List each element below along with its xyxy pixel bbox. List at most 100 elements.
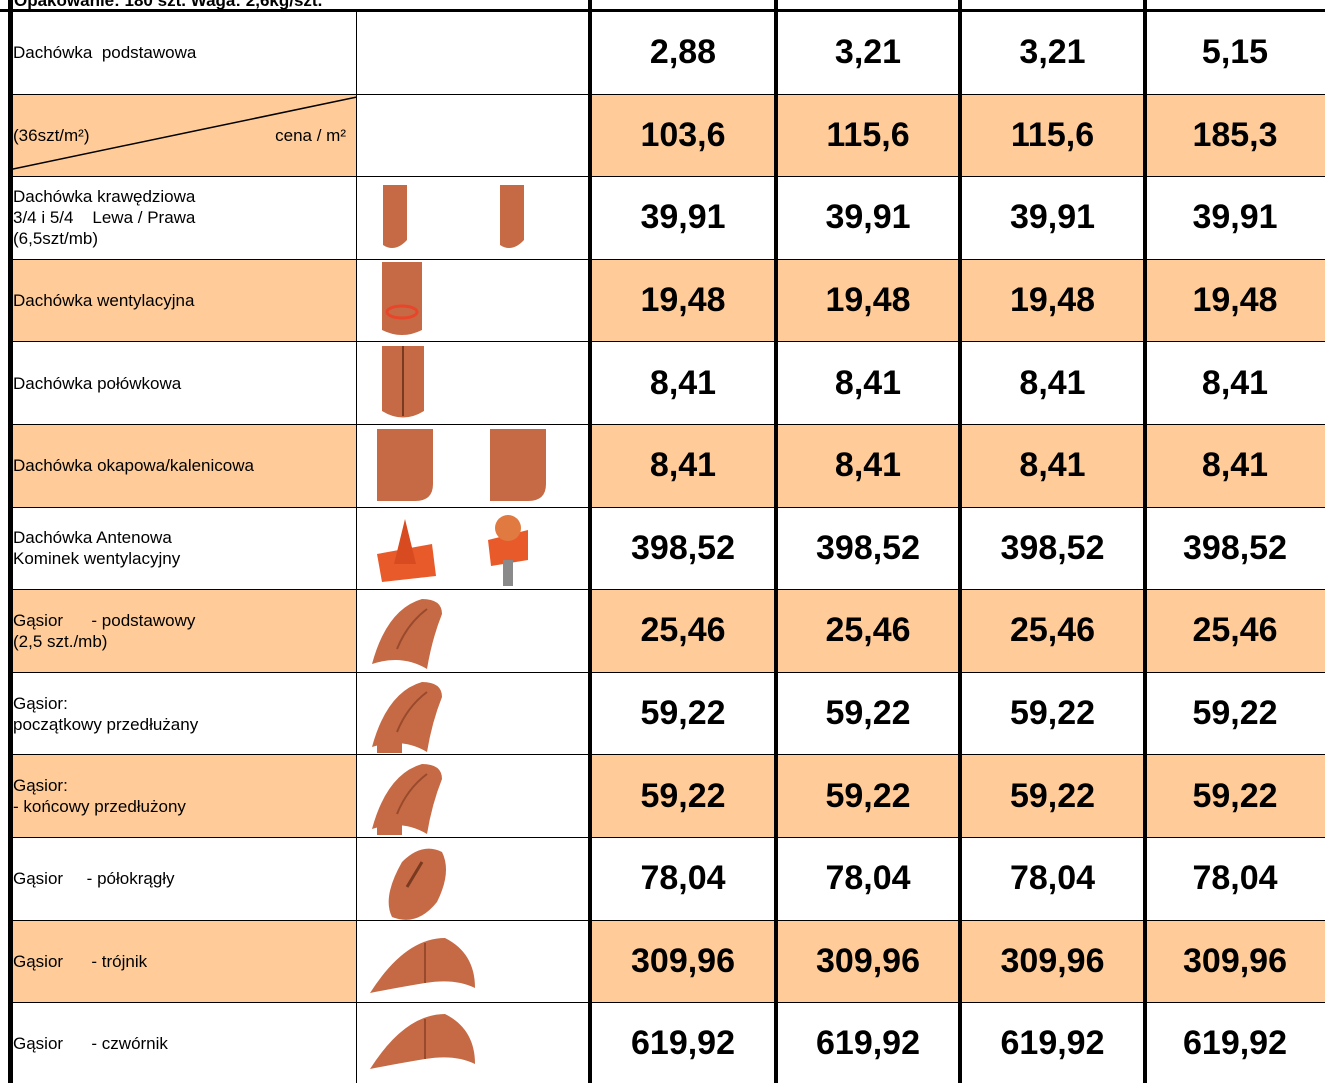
column-rule: [774, 0, 778, 1083]
column-rule: [1143, 0, 1147, 1083]
price-cell: 398,52: [776, 507, 960, 591]
column-rule: [8, 0, 13, 1083]
price-cell: 309,96: [1145, 920, 1325, 1004]
image-cell: [357, 12, 590, 95]
price-cell: 115,6: [960, 94, 1145, 178]
label-line: Dachówka podstawowa: [13, 43, 197, 63]
row-label: Gąsior: - końcowy przedłużony: [10, 755, 357, 838]
price-cell: 39,91: [1145, 177, 1325, 260]
row-label: Dachówka połówkowa: [10, 342, 357, 425]
price-cell: 25,46: [590, 590, 776, 673]
row-label: Dachówka podstawowa: [10, 12, 357, 95]
product-image: [388, 848, 446, 920]
price-cell: 5,15: [1145, 12, 1325, 95]
price-cell: 25,46: [1145, 590, 1325, 673]
price-cell: 8,41: [590, 342, 776, 425]
price-cell: 8,41: [1145, 342, 1325, 425]
price-cell: 619,92: [960, 1003, 1145, 1083]
price-cell: 398,52: [960, 507, 1145, 591]
price-cell: 59,22: [960, 672, 1145, 756]
price-cell: 398,52: [1145, 507, 1325, 591]
label-line: Gąsior:: [13, 693, 68, 713]
label-line: Dachówka krawędziowa: [13, 187, 196, 207]
price-cell: 78,04: [776, 838, 960, 921]
product-image: [377, 429, 433, 501]
price-cell: 19,48: [960, 259, 1145, 343]
price-cell: 8,41: [960, 342, 1145, 425]
label-line: Kominek wentylacyjny: [13, 549, 181, 569]
diagonal-line: [10, 95, 357, 170]
price-cell: 78,04: [1145, 838, 1325, 921]
label-line: Gąsior:: [13, 776, 68, 796]
price-cell: 19,48: [1145, 259, 1325, 343]
price-cell: 8,41: [590, 425, 776, 508]
price-cell: 115,6: [776, 94, 960, 178]
product-image: [500, 185, 524, 249]
row-label: Dachówka wentylacyjna: [10, 259, 357, 343]
packaging-note: Opakowanie: 180 szt. Waga: 2,6kg/szt.: [14, 0, 323, 10]
label-line: - końcowy przedłużony: [13, 797, 186, 817]
label-line: Dachówka Antenowa: [13, 528, 172, 548]
product-image: [490, 429, 546, 501]
product-image: [377, 518, 436, 582]
price-cell: 39,91: [776, 177, 960, 260]
label-line: początkowy przedłużany: [13, 714, 199, 734]
price-cell: 185,3: [1145, 94, 1325, 178]
price-cell: 103,6: [590, 94, 776, 178]
price-cell: 78,04: [960, 838, 1145, 921]
label-line: Gąsior - trójnik: [13, 951, 148, 971]
row-label: Dachówka okapowa/kalenicowa: [10, 425, 357, 508]
row-label: Gąsior - czwórnik: [10, 1003, 357, 1083]
price-cell: 8,41: [1145, 425, 1325, 508]
label-line: Gąsior - czwórnik: [13, 1034, 168, 1054]
column-rule: [958, 0, 962, 1083]
label-line: Dachówka połówkowa: [13, 373, 182, 393]
label-line: 3/4 i 5/4 Lewa / Prawa: [13, 208, 196, 228]
row-label: (36szt/m²) cena / m²: [10, 94, 357, 178]
image-cell: [357, 94, 590, 178]
row-label: Dachówka krawędziowa 3/4 i 5/4 Lewa / Pra…: [10, 177, 357, 260]
label-line: Gąsior - podstawowy: [13, 610, 196, 630]
product-image: [372, 681, 442, 753]
price-cell: 19,48: [590, 259, 776, 343]
label-line: Dachówka okapowa/kalenicowa: [13, 456, 254, 476]
row-label: Gąsior - podstawowy (2,5 szt./mb): [10, 590, 357, 673]
price-cell: 619,92: [776, 1003, 960, 1083]
label-line: (6,5szt/mb): [13, 229, 99, 249]
product-image: [382, 261, 422, 335]
row-label: Gąsior - półokrągły: [10, 838, 357, 921]
price-cell: 25,46: [960, 590, 1145, 673]
product-image: [370, 1014, 475, 1070]
price-cell: 39,91: [590, 177, 776, 260]
product-image: [372, 599, 442, 670]
price-cell: 59,22: [960, 755, 1145, 838]
price-cell: 59,22: [1145, 755, 1325, 838]
label-line: (2,5 szt./mb): [13, 631, 108, 651]
price-cell: 619,92: [590, 1003, 776, 1083]
price-cell: 8,41: [776, 425, 960, 508]
price-cell: 25,46: [776, 590, 960, 673]
label-line: Gąsior - półokrągły: [13, 869, 175, 889]
label-line: cena / m²: [275, 125, 346, 145]
price-cell: 59,22: [590, 755, 776, 838]
row-label: Dachówka Antenowa Kominek wentylacyjny: [10, 507, 357, 591]
price-cell: 8,41: [776, 342, 960, 425]
price-cell: 19,48: [776, 259, 960, 343]
price-cell: 3,21: [776, 12, 960, 95]
product-image: [372, 764, 442, 836]
price-cell: 619,92: [1145, 1003, 1325, 1083]
product-image: [382, 346, 424, 418]
product-image: [488, 514, 528, 586]
price-cell: 309,96: [960, 920, 1145, 1004]
price-cell: 39,91: [960, 177, 1145, 260]
label-line: (36szt/m²): [13, 125, 90, 145]
price-cell: 2,88: [590, 12, 776, 95]
price-cell: 78,04: [590, 838, 776, 921]
price-cell: 59,22: [590, 672, 776, 756]
row-label: Gąsior - trójnik: [10, 920, 357, 1004]
column-rule: [588, 0, 592, 1083]
price-cell: 59,22: [1145, 672, 1325, 756]
price-cell: 3,21: [960, 12, 1145, 95]
price-cell: 59,22: [776, 755, 960, 838]
